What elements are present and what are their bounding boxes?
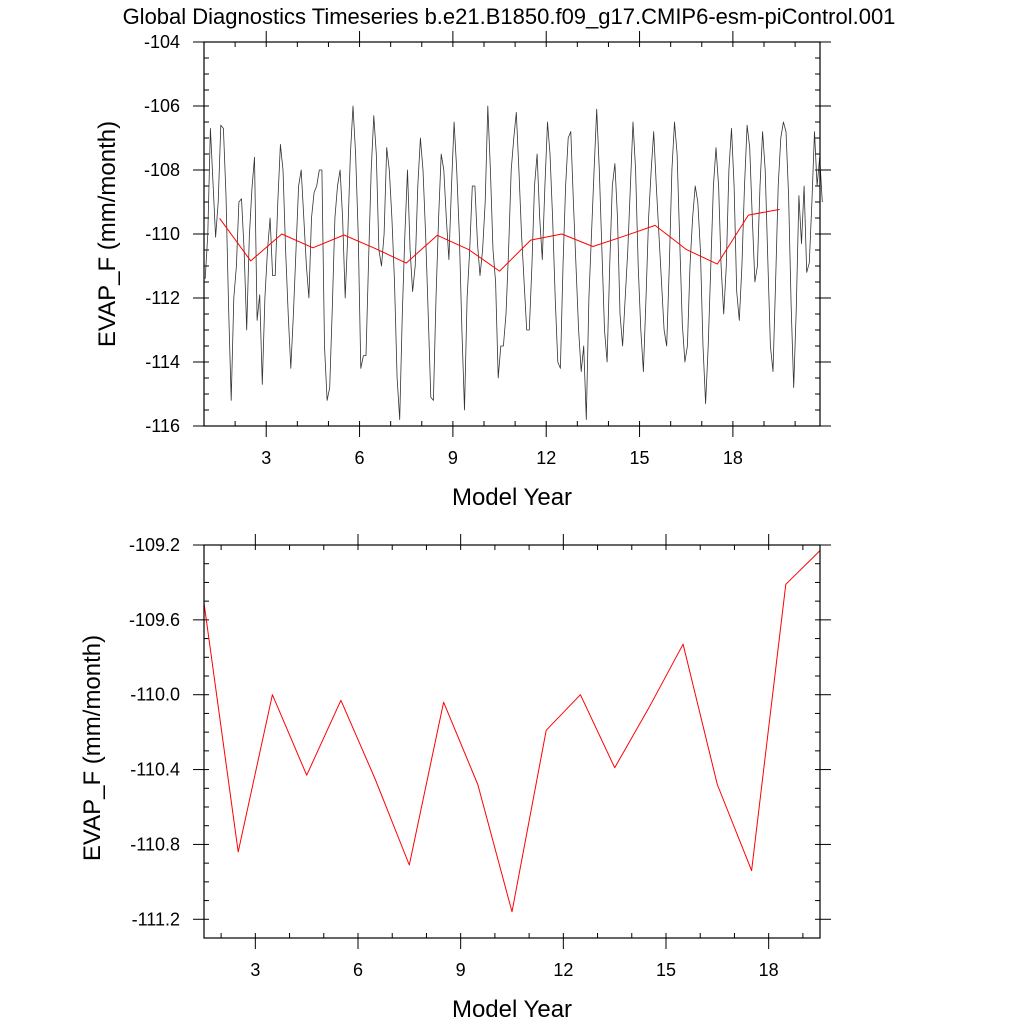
y-tick-label: -110.8 (130, 834, 180, 854)
series-monthly-line (204, 105, 823, 421)
y-tick-label: -108 (144, 160, 180, 180)
x-tick-label: 9 (448, 448, 458, 468)
x-tick-label: 6 (355, 448, 365, 468)
top-panel: 3 6 9 12 15 18 -116 -114 -112 -110 -108 -106 -104 Mod… (94, 31, 831, 511)
y-tick-label: -104 (144, 32, 180, 52)
x-tick-label: 3 (261, 448, 271, 468)
x-tick-label: 15 (630, 448, 650, 468)
y-tick-label: -110 (145, 224, 180, 244)
y-tick-label: -109.6 (129, 610, 180, 630)
y-tick-label: -114 (145, 352, 180, 372)
y-axis-title: EVAP_F (mm/month) (79, 635, 106, 861)
x-tick-label: 15 (656, 960, 676, 980)
y-tick-label: -110.4 (130, 760, 180, 780)
y-tick-label: -116 (145, 416, 180, 436)
chart-title: Global Diagnostics Timeseries b.e21.B185… (123, 4, 896, 29)
plot-frame (203, 544, 821, 939)
y-tick-label: -111.2 (132, 909, 180, 929)
x-tick-label: 18 (723, 448, 743, 468)
x-tick-label: 12 (536, 448, 556, 468)
x-tick-label: 3 (250, 960, 260, 980)
y-tick-label: -110.0 (130, 685, 180, 705)
y-tick-label: -106 (144, 96, 180, 116)
x-tick-label: 12 (553, 960, 573, 980)
x-tick-label: 6 (353, 960, 363, 980)
x-tick-label: 18 (759, 960, 779, 980)
series-annual-line (203, 550, 821, 913)
y-tick-label: -109.2 (129, 535, 180, 555)
x-axis-title: Model Year (452, 484, 572, 511)
bottom-panel: 3 6 9 12 15 18 -111.2 -110.8 -110.4 -110.0 -109.6 -… (79, 534, 831, 1023)
x-axis-title: Model Year (452, 996, 572, 1023)
plot-frame (203, 41, 821, 427)
y-axis-title: EVAP_F (mm/month) (94, 121, 121, 347)
x-tick-label: 9 (456, 960, 466, 980)
y-tick-label: -112 (145, 288, 180, 308)
series-annual-line (219, 208, 780, 272)
